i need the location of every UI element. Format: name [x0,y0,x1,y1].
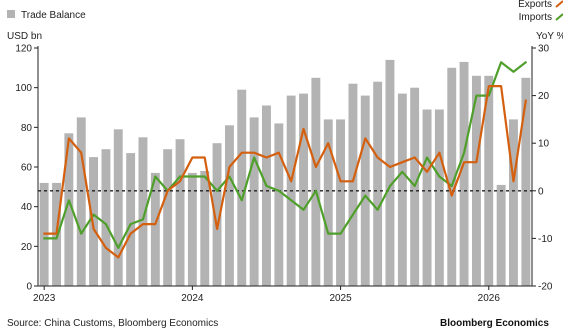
legend-trade-balance-label: Trade Balance [21,10,86,21]
trade-balance-bar [435,110,444,287]
trade-balance-bar [423,110,432,287]
left-tick-label: 80 [21,123,33,134]
left-tick-label: 100 [15,83,32,94]
legend-exports-label: Exports [518,0,552,10]
right-tick-label: 30 [538,44,550,55]
right-tick-label: 0 [538,186,544,197]
trade-balance-bar [398,94,407,286]
trade-balance-bar [274,123,283,286]
trade-balance-bar [188,173,197,286]
trade-balance-bar [89,157,98,286]
trade-balance-bar [299,94,308,286]
trade-balance-bar [176,139,185,286]
trade-balance-bar [200,171,209,286]
legend-imports-swatch [556,14,563,20]
right-tick-label: -10 [538,234,553,245]
trade-balance-bar [114,129,123,286]
right-tick-label: 10 [538,139,550,150]
brand-label: Bloomberg Economics [440,318,549,329]
x-tick-label: 2024 [181,293,204,304]
trade-balance-bar [460,62,469,286]
left-tick-label: 40 [21,202,33,213]
trade-balance-bar [521,78,530,286]
right-tick-label: -20 [538,282,553,293]
left-tick-label: 60 [21,163,33,174]
trade-balance-bar [102,149,111,286]
legend-exports-swatch [556,1,563,7]
source-note: Source: China Customs, Bloomberg Economi… [7,318,218,329]
trade-balance-bar [386,60,395,286]
x-tick-label: 2026 [478,293,501,304]
trade-balance-bar [262,106,271,287]
left-tick-label: 20 [21,242,33,253]
trade-balance-bar [509,119,518,286]
trade-balance-bar [373,82,382,286]
trade-balance-bar [126,153,135,286]
trade-balance-bar [77,117,86,286]
left-tick-label: 0 [26,282,32,293]
left-axis-label: USD bn [7,31,42,42]
trade-balance-bar [336,119,345,286]
trade-balance-bar [163,149,172,286]
trade-balance-bar [497,185,506,286]
trade-balance-bar [311,78,320,286]
x-tick-label: 2023 [33,293,56,304]
legend-imports-label: Imports [519,12,552,23]
legend-trade-balance-swatch [7,10,15,18]
trade-balance-bar [250,117,259,286]
right-axis-label: YoY % [536,31,563,42]
left-tick-label: 120 [15,44,32,55]
right-tick-label: 20 [538,91,550,102]
x-tick-label: 2025 [329,293,352,304]
trade-balance-bar [225,125,234,286]
trade-balance-bar [349,84,358,286]
